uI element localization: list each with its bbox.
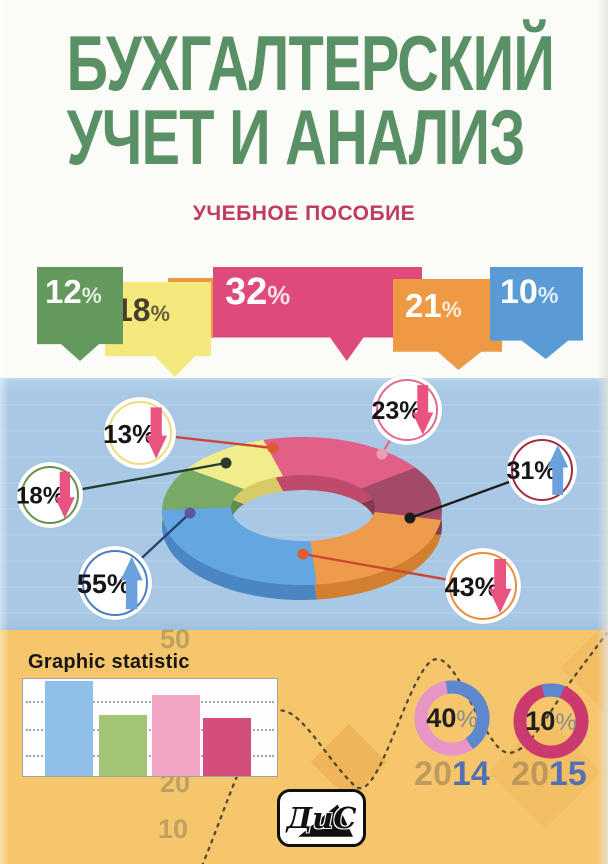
tag-percent-sign: % — [81, 283, 102, 308]
publisher-logo: ДиС — [277, 789, 366, 847]
book-subtitle: УЧЕБНОЕ ПОСОБИЕ — [192, 202, 416, 225]
bar-chart-panel — [22, 678, 278, 777]
tag-value: 21 — [405, 287, 442, 324]
year-label-2015: 2015 — [487, 755, 608, 794]
page-edge-right — [597, 0, 608, 864]
gridline — [26, 729, 274, 731]
tag-value: 12 — [45, 273, 82, 310]
percent-tag-10: 10% — [490, 267, 583, 359]
bar-green — [99, 715, 147, 776]
ring-value: 10 — [525, 706, 556, 736]
year-suffix: 14 — [452, 755, 490, 793]
ring-2014-center-label: 40% — [407, 703, 497, 738]
tag-percent-sign: % — [537, 282, 559, 308]
gridline — [26, 701, 274, 703]
section-heading: Graphic statistic — [28, 651, 190, 673]
tag-value: 32 — [225, 271, 268, 313]
ring-percent-sign: % — [555, 709, 577, 736]
title-line-1: БУХГАЛТЕРСКИЙ — [66, 19, 555, 107]
tag-percent-sign: % — [441, 297, 462, 322]
tag-percent-sign: % — [267, 282, 291, 310]
faint-axis-label-10: 10 — [158, 814, 189, 844]
year-prefix: 20 — [511, 755, 549, 793]
ring-value: 40 — [426, 703, 457, 733]
bar-blue — [45, 681, 93, 776]
page-edge-left — [0, 0, 9, 864]
logo-text: ДиС — [286, 801, 357, 835]
year-suffix: 15 — [549, 755, 587, 793]
year-prefix: 20 — [414, 755, 452, 793]
ring-2015-center-label: 10% — [506, 706, 596, 741]
bar-magenta — [203, 718, 251, 776]
tag-percent-sign: % — [150, 301, 170, 326]
bar-pink — [152, 695, 200, 776]
ring-percent-sign: % — [456, 706, 478, 733]
book-title: БУХГАЛТЕРСКИЙ УЧЕТ И АНАЛИЗ — [66, 19, 555, 181]
tag-value: 10 — [500, 273, 538, 311]
gridline — [26, 755, 274, 757]
title-line-2: УЧЕТ И АНАЛИЗ — [66, 93, 526, 181]
middle-blue-band — [0, 378, 608, 632]
faint-axis-label-50: 50 — [160, 624, 191, 654]
